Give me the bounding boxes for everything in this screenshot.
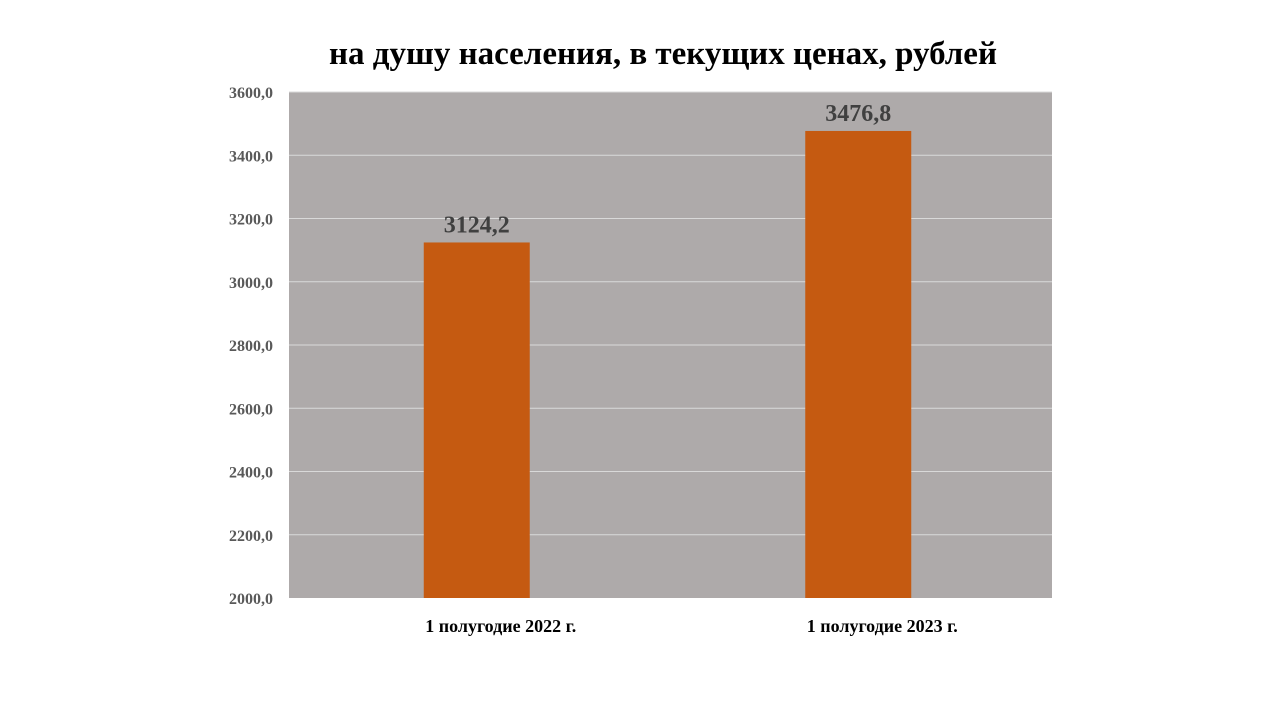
y-tick-label: 2200,0 bbox=[229, 528, 273, 545]
y-tick-label: 2600,0 bbox=[229, 401, 273, 418]
y-tick-label: 3600,0 bbox=[229, 85, 273, 102]
gridlines bbox=[289, 91, 1052, 536]
y-tick-label: 3000,0 bbox=[229, 275, 273, 292]
y-tick-label: 2000,0 bbox=[229, 591, 273, 608]
data-label: 3124,2 bbox=[444, 212, 510, 238]
bars bbox=[423, 130, 912, 599]
data-label: 3476,8 bbox=[825, 101, 891, 127]
y-tick-label: 3400,0 bbox=[229, 148, 273, 165]
bar bbox=[423, 242, 530, 599]
chart-title: на душу населения, в текущих ценах, рубл… bbox=[329, 36, 997, 72]
data-labels: 3124,2 3476,8 bbox=[444, 101, 892, 239]
y-tick-label: 2400,0 bbox=[229, 465, 273, 482]
bar bbox=[805, 130, 912, 598]
x-tick-label: 1 полугодие 2022 г. bbox=[425, 616, 576, 636]
x-tick-label: 1 полугодие 2023 г. bbox=[807, 616, 958, 636]
y-tick-label: 2800,0 bbox=[229, 338, 273, 355]
y-tick-label: 3200,0 bbox=[229, 212, 273, 229]
y-axis: 2000,0 2200,0 2400,0 2600,0 2800,0 3000,0 3200… bbox=[229, 85, 273, 608]
x-axis: 1 полугодие 2022 г. 1 полугодие 2023 г. bbox=[425, 616, 958, 636]
